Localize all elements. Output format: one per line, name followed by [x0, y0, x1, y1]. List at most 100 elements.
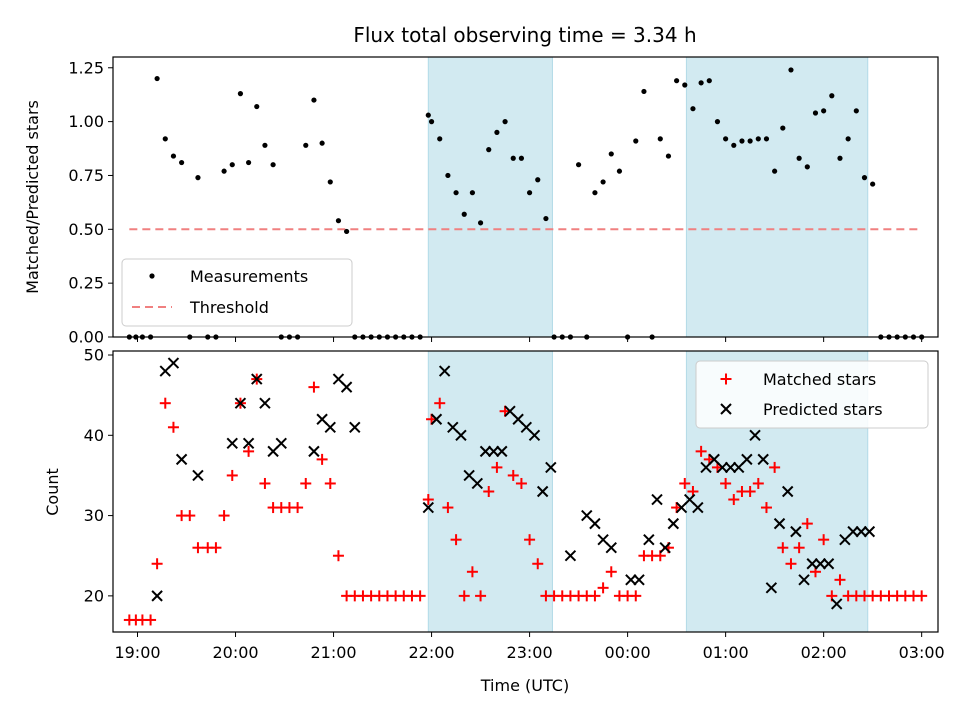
predicted-point [798, 574, 810, 586]
legend-predicted-label: Predicted stars [763, 400, 883, 419]
measurement-point [575, 162, 582, 168]
measurement-point [731, 142, 737, 148]
bottom-legend-box [695, 360, 929, 429]
top-ytick-label: 0.75 [68, 166, 104, 185]
measurement-point [445, 172, 451, 179]
matched-point [226, 469, 238, 481]
measurement-point [335, 218, 342, 224]
bottom-matched-points [123, 373, 928, 626]
matched-point [475, 590, 487, 602]
matched-point [605, 566, 617, 578]
predicted-point [226, 437, 238, 450]
predicted-point [349, 421, 361, 433]
measurement-point [870, 181, 876, 187]
predicted-point [749, 429, 761, 442]
matched-point [532, 558, 544, 570]
matched-point [728, 494, 740, 506]
legend-predicted-marker [720, 403, 732, 415]
matched-point [818, 534, 830, 546]
predicted-point [275, 437, 287, 450]
predicted-point [773, 517, 786, 530]
legend-matched-marker [720, 373, 732, 385]
predicted-point [790, 525, 802, 538]
predicted-point [667, 517, 680, 530]
measurement-point [698, 80, 704, 86]
predicted-point [589, 517, 601, 530]
xtick-label: 19:00 [114, 643, 160, 662]
measurement-point [682, 82, 688, 88]
measurement-point [608, 151, 614, 157]
legend-matched-plus [720, 373, 732, 385]
predicted-point [633, 574, 645, 586]
measurement-point [437, 136, 443, 142]
matched-point [744, 486, 756, 497]
matched-point [752, 477, 764, 489]
measurement-point [674, 78, 680, 84]
matched-point [159, 397, 171, 409]
matched-point [308, 381, 320, 393]
xtick-label: 01:00 [703, 643, 749, 662]
matched-point [515, 477, 527, 489]
matched-point [218, 510, 230, 522]
measurement-point [690, 106, 696, 112]
top-shaded-regions [427, 56, 869, 338]
matched-point [785, 558, 797, 570]
measurement-point [788, 67, 794, 73]
measurement-point [162, 136, 168, 142]
top-ytick-label: 0.00 [68, 328, 104, 347]
measurement-point [518, 155, 525, 161]
matched-point [630, 590, 642, 602]
matched-point [777, 542, 789, 554]
predicted-point [234, 397, 247, 409]
measurement-point [319, 140, 325, 146]
measurement-point [706, 78, 712, 84]
measurement-point [861, 175, 868, 181]
matched-point [801, 518, 813, 530]
matched-point [184, 510, 196, 522]
matched-point [192, 542, 204, 554]
predicted-point [651, 493, 663, 506]
predicted-point [536, 485, 549, 498]
measurement-point [772, 168, 778, 174]
measurement-point [179, 159, 185, 166]
predicted-point [822, 558, 835, 570]
predicted-point [564, 550, 577, 562]
matched-point [507, 469, 519, 481]
xtick-label: 23:00 [507, 643, 553, 662]
xtick-label: 22:00 [409, 643, 455, 662]
predicted-point [625, 574, 637, 586]
matched-point [720, 477, 732, 489]
predicted-point [340, 381, 353, 393]
predicted-point [545, 461, 557, 474]
predicted-point [528, 429, 541, 442]
matched-point [300, 477, 312, 489]
predicted-point [242, 437, 255, 450]
predicted-point [192, 469, 204, 482]
predicted-point [724, 461, 737, 474]
predicted-point [487, 445, 500, 458]
predicted-point [479, 445, 492, 458]
predicted-point [167, 357, 180, 369]
matched-point [483, 486, 495, 497]
predicted-point [175, 453, 188, 466]
measurement-point [616, 168, 623, 174]
measurement-point [221, 168, 227, 174]
bottom-legend: Matched stars Predicted stars [695, 360, 929, 429]
matched-point [450, 534, 462, 546]
measurement-point [311, 97, 317, 103]
measurement-point [633, 138, 639, 144]
predicted-point [496, 445, 508, 458]
measurement-point [592, 190, 598, 196]
measurement-point [763, 136, 770, 142]
predicted-point [324, 421, 336, 433]
predicted-point [151, 590, 163, 602]
bottom-ytick-label: 50 [84, 346, 104, 365]
predicted-point [781, 485, 794, 498]
matched-point [243, 445, 255, 457]
matched-point [145, 614, 157, 626]
measurement-point [170, 153, 177, 159]
measurement-point [237, 91, 244, 97]
measurement-point [469, 190, 476, 196]
top-measurement-points [126, 67, 925, 340]
matched-point [442, 502, 454, 514]
